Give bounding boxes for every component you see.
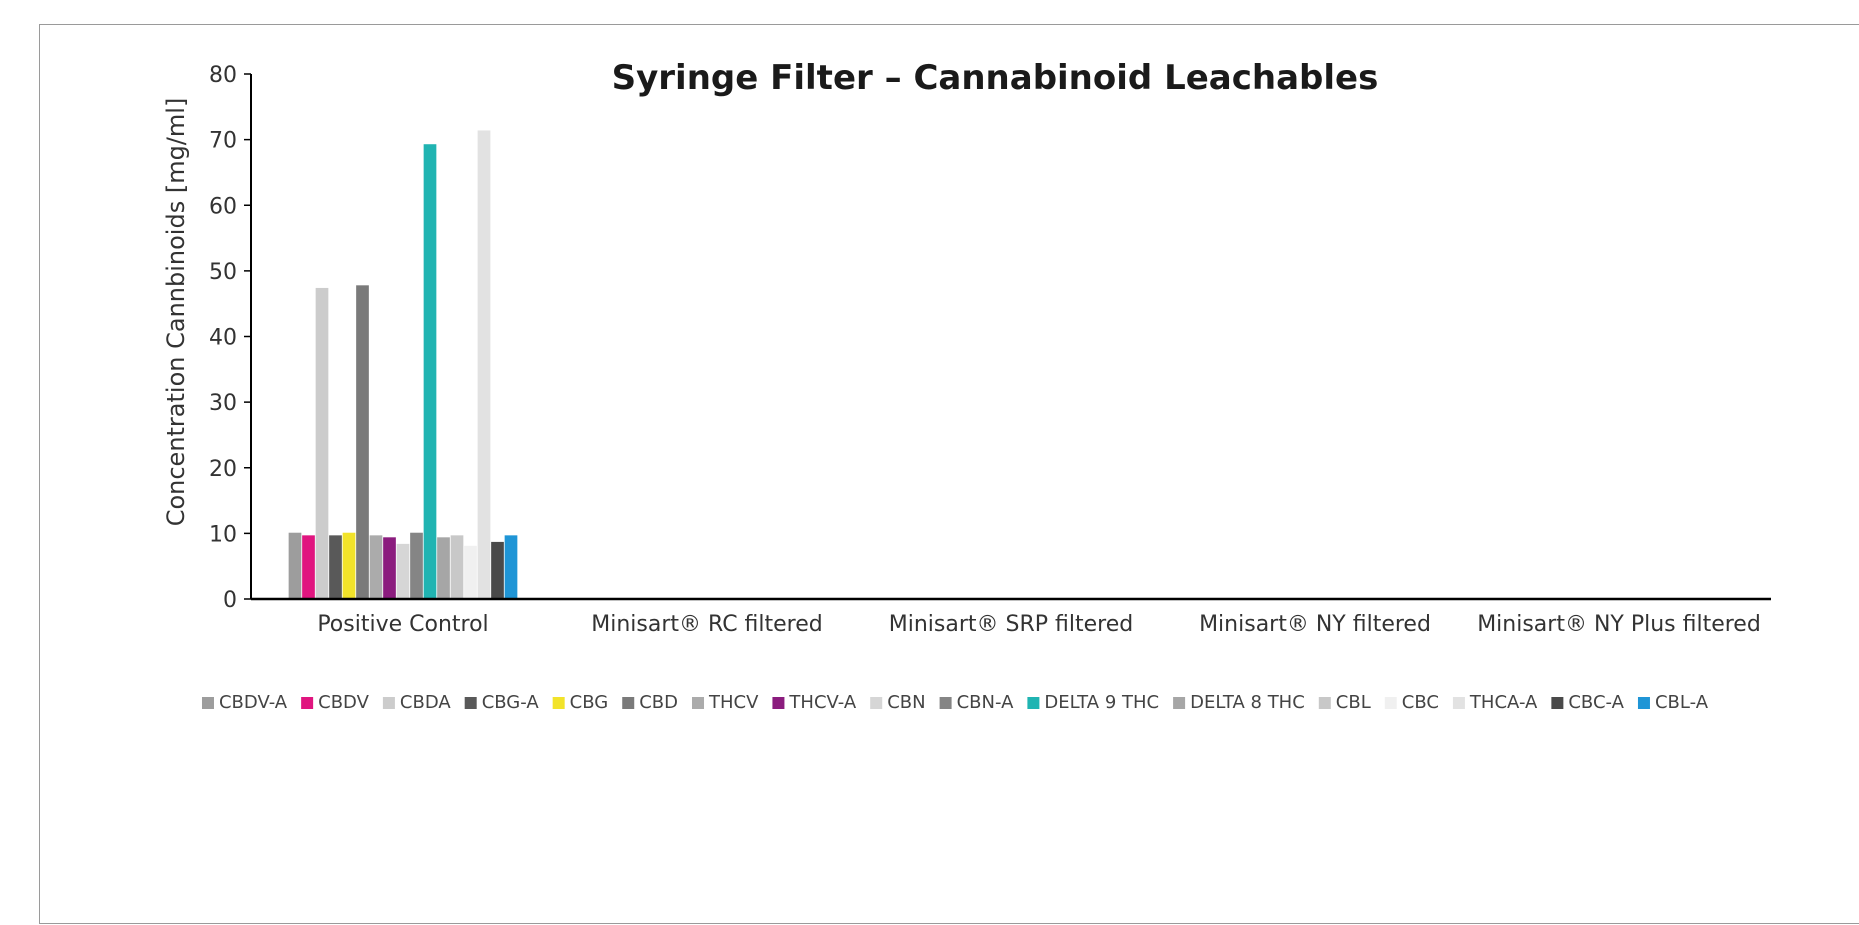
legend-item: CBC-A xyxy=(1551,692,1624,713)
y-tick-label: 70 xyxy=(209,129,237,154)
bar-thcv-a xyxy=(383,537,396,599)
y-axis-label: Concentration Cannbinoids [mg/ml] xyxy=(162,98,190,527)
legend-label: THCV-A xyxy=(788,692,856,713)
legend-label: CBDA xyxy=(400,692,451,713)
x-category-label: Minisart® SRP filtered xyxy=(889,612,1133,637)
bar-group xyxy=(289,130,518,599)
legend-swatch xyxy=(870,697,882,709)
y-tick-label: 0 xyxy=(223,588,237,613)
legend-label: THCA-A xyxy=(1469,692,1538,713)
bar-thca-a xyxy=(478,130,491,599)
bar-cbdv-a xyxy=(289,533,302,599)
y-tick-label: 30 xyxy=(209,391,237,416)
bar-thcv xyxy=(370,535,383,599)
bar-cbg-a xyxy=(329,535,342,599)
legend-label: CBDV-A xyxy=(219,692,288,713)
legend-label: CBL-A xyxy=(1655,692,1709,713)
bar-cbl xyxy=(451,535,464,599)
chart-title: Syringe Filter – Cannabinoid Leachables xyxy=(612,58,1379,98)
y-axis-ticks: 0 10 20 30 40 50 60 70 80 xyxy=(209,63,251,613)
legend-label: CBN xyxy=(887,692,925,713)
legend-label: CBL xyxy=(1336,692,1371,713)
legend-swatch xyxy=(940,697,952,709)
bar-cbdv xyxy=(302,535,315,599)
legend-label: CBDV xyxy=(318,692,369,713)
y-tick-label: 20 xyxy=(209,457,237,482)
bar-cbc xyxy=(464,546,477,599)
bar-cbg xyxy=(343,533,356,599)
bar-chart: Syringe Filter – Cannabinoid Leachables … xyxy=(40,25,1859,925)
legend-item: CBG xyxy=(553,692,609,713)
legend-item: THCV xyxy=(692,692,759,713)
bar-cbn xyxy=(397,544,410,599)
legend-label: CBG-A xyxy=(482,692,540,713)
legend-label: DELTA 9 THC xyxy=(1044,692,1159,713)
legend-item: CBN-A xyxy=(940,692,1014,713)
x-category-label: Minisart® RC filtered xyxy=(591,612,823,637)
x-axis-categories: Positive Control Minisart® RC filtered Min… xyxy=(317,612,1760,637)
legend-item: CBDV xyxy=(301,692,369,713)
legend-swatch xyxy=(202,697,214,709)
legend-item: CBG-A xyxy=(465,692,540,713)
legend-item: THCV-A xyxy=(772,692,856,713)
legend-swatch xyxy=(1385,697,1397,709)
legend-swatch xyxy=(1173,697,1185,709)
legend-label: THCV xyxy=(708,692,759,713)
legend-item: DELTA 8 THC xyxy=(1173,692,1305,713)
y-tick-label: 10 xyxy=(209,522,237,547)
legend-item: CBD xyxy=(622,692,678,713)
legend-swatch xyxy=(1319,697,1331,709)
legend-swatch xyxy=(383,697,395,709)
x-category-label: Positive Control xyxy=(317,612,488,637)
legend-item: CBN xyxy=(870,692,925,713)
legend-swatch xyxy=(553,697,565,709)
legend-swatch xyxy=(1027,697,1039,709)
legend-swatch xyxy=(772,697,784,709)
bar-delta-8-thc xyxy=(437,537,450,599)
bar-cbda xyxy=(316,288,329,599)
legend-label: CBG xyxy=(570,692,609,713)
x-category-label: Minisart® NY filtered xyxy=(1199,612,1431,637)
y-tick-label: 40 xyxy=(209,326,237,351)
chart-frame: Syringe Filter – Cannabinoid Leachables … xyxy=(39,24,1859,924)
legend-swatch xyxy=(1551,697,1563,709)
legend-item: CBL xyxy=(1319,692,1371,713)
legend-label: CBC xyxy=(1402,692,1439,713)
legend-swatch xyxy=(465,697,477,709)
legend-item: CBC xyxy=(1385,692,1439,713)
legend: CBDV-A CBDV CBDA CBG-A CBG CBD THCV THCV-A CBN CB… xyxy=(202,692,1709,713)
y-tick-label: 60 xyxy=(209,194,237,219)
bar-cbd xyxy=(356,285,369,599)
bar-cbn-a xyxy=(410,533,423,599)
legend-swatch xyxy=(301,697,313,709)
legend-item: CBL-A xyxy=(1638,692,1709,713)
legend-label: DELTA 8 THC xyxy=(1190,692,1305,713)
legend-swatch xyxy=(1453,697,1465,709)
y-tick-label: 80 xyxy=(209,63,237,88)
x-category-label: Minisart® NY Plus filtered xyxy=(1477,612,1761,637)
legend-item: CBDA xyxy=(383,692,451,713)
bar-cbc-a xyxy=(491,542,504,599)
bar-cbl-a xyxy=(505,535,518,599)
bar-delta-9-thc xyxy=(424,144,437,599)
legend-item: DELTA 9 THC xyxy=(1027,692,1159,713)
legend-swatch xyxy=(622,697,634,709)
legend-item: CBDV-A xyxy=(202,692,288,713)
legend-label: CBC-A xyxy=(1568,692,1624,713)
legend-swatch xyxy=(1638,697,1650,709)
legend-label: CBN-A xyxy=(957,692,1014,713)
legend-swatch xyxy=(692,697,704,709)
legend-item: THCA-A xyxy=(1453,692,1538,713)
legend-label: CBD xyxy=(639,692,678,713)
y-tick-label: 50 xyxy=(209,260,237,285)
